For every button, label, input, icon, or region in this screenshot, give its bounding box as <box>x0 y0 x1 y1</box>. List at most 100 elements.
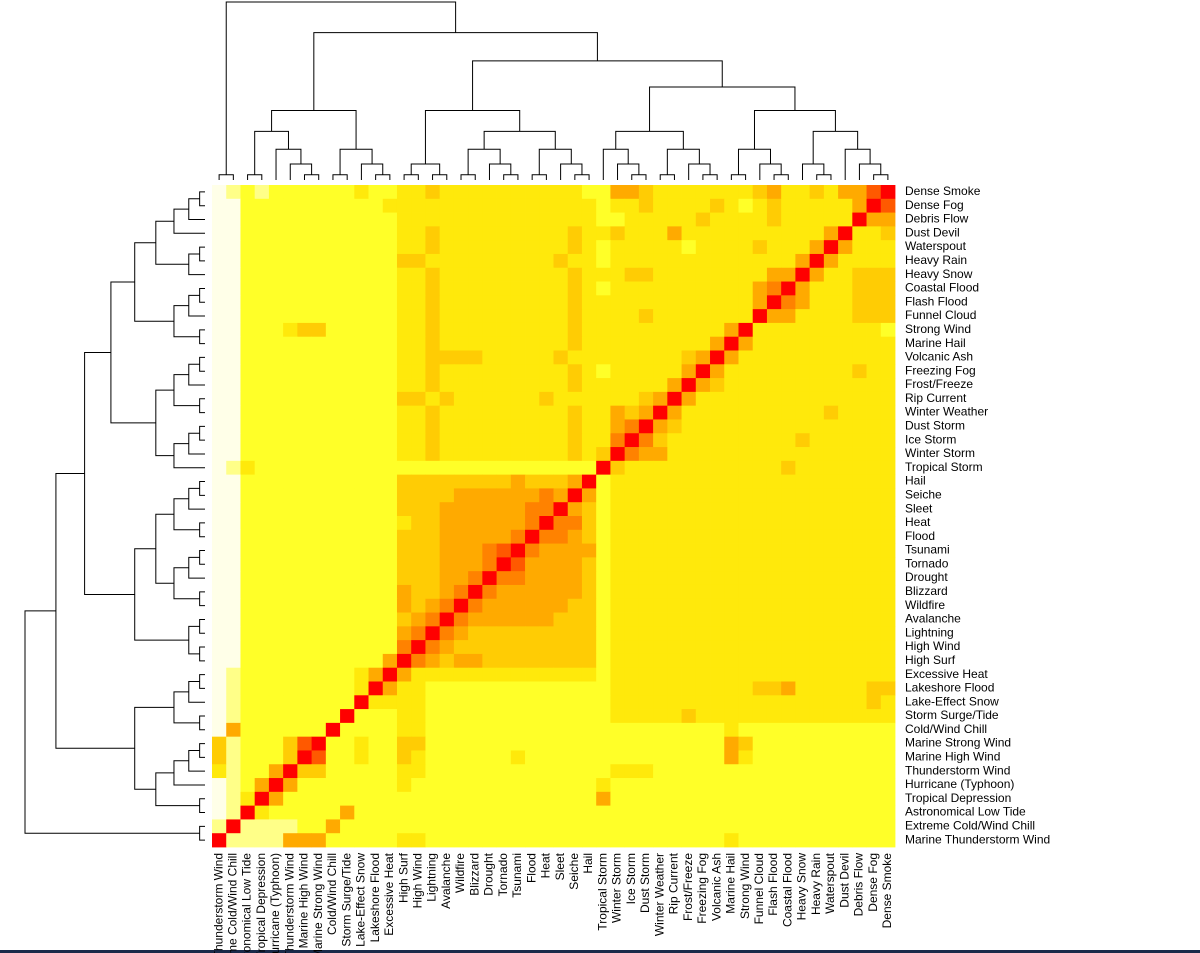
heat-cell <box>695 198 711 213</box>
heat-cell <box>795 474 811 489</box>
heat-cell <box>510 419 526 434</box>
heat-cell <box>809 529 825 544</box>
heat-cell <box>766 212 782 227</box>
heat-cell <box>311 516 327 531</box>
heat-cell <box>439 419 455 434</box>
heat-cell <box>610 557 626 572</box>
heat-cell <box>866 736 882 751</box>
heat-cell <box>539 350 554 365</box>
heat-cell <box>695 709 711 724</box>
heat-cell <box>439 391 455 407</box>
heat-cell <box>809 626 825 641</box>
heat-cell <box>368 198 384 213</box>
heat-cell <box>468 322 483 338</box>
heat-cell <box>838 185 853 200</box>
heat-cell <box>396 557 412 572</box>
heat-cell <box>638 571 654 586</box>
heat-cell <box>396 350 412 365</box>
heat-cell <box>710 336 725 351</box>
heat-cell <box>838 502 853 517</box>
heat-cell <box>852 778 867 793</box>
heat-cell <box>553 336 569 351</box>
heat-cell <box>653 185 668 200</box>
heat-cell <box>596 722 611 738</box>
heat-cell <box>823 571 839 586</box>
left-dendrogram-branch <box>84 351 135 595</box>
heat-cell <box>525 722 540 738</box>
heat-cell <box>781 364 796 379</box>
heat-cell <box>340 543 355 558</box>
heat-cell <box>809 640 825 655</box>
heat-cell <box>425 791 441 807</box>
heat-cell <box>681 750 697 765</box>
heat-cell <box>368 612 384 627</box>
heat-cell <box>311 309 327 324</box>
heat-cell <box>567 653 583 669</box>
heat-cell <box>482 226 497 241</box>
heat-cell <box>411 750 426 765</box>
heat-cell <box>468 391 483 407</box>
column-label: Strong Wind <box>738 853 752 919</box>
heat-cell <box>396 695 412 710</box>
heat-cell <box>411 447 426 462</box>
row-label: Heavy Snow <box>905 267 973 281</box>
heat-cell <box>254 667 270 682</box>
column-label: Tornado <box>496 853 510 897</box>
heat-cell <box>638 805 654 820</box>
heat-cell <box>425 612 441 627</box>
heat-cell <box>553 474 569 489</box>
heat-cell <box>838 612 853 627</box>
heat-cell <box>396 391 412 407</box>
heat-cell <box>596 805 611 820</box>
heat-cell <box>823 640 839 655</box>
heat-cell <box>396 474 412 489</box>
heat-cell <box>681 695 697 710</box>
heat-cell <box>354 281 369 296</box>
row-label: Cold/Wind Chill <box>905 722 987 736</box>
heat-cell <box>766 267 782 282</box>
heat-cell <box>325 212 341 227</box>
heat-cell <box>738 709 754 724</box>
column-label: Winter Storm <box>610 853 624 923</box>
heat-cell <box>510 198 526 213</box>
heat-cell <box>610 364 626 379</box>
heat-cell <box>254 543 270 558</box>
heat-cell <box>411 322 426 338</box>
heat-cell <box>681 474 697 489</box>
heat-cell <box>254 529 270 544</box>
heat-cell <box>453 460 469 476</box>
heat-cell <box>695 378 711 393</box>
heat-cell <box>340 309 355 324</box>
heat-cell <box>738 571 754 586</box>
heat-cell <box>382 626 398 641</box>
heat-cell <box>396 460 412 476</box>
heat-cell <box>382 253 398 269</box>
heat-cell <box>752 226 768 241</box>
heat-cell <box>510 626 526 641</box>
heat-cell <box>525 391 540 407</box>
heat-cell <box>297 571 313 586</box>
heat-cell <box>496 350 512 365</box>
heat-cell <box>567 185 583 200</box>
heat-cell <box>880 212 896 227</box>
heat-cell <box>738 584 754 600</box>
heat-cell <box>283 474 298 489</box>
heat-cell <box>325 474 341 489</box>
heat-cell <box>752 474 768 489</box>
heat-cell <box>340 571 355 586</box>
heat-cell <box>311 295 327 310</box>
heat-cell <box>453 474 469 489</box>
heat-cell <box>411 474 426 489</box>
heat-cell <box>482 253 497 269</box>
heat-cell <box>553 364 569 379</box>
heat-cell <box>226 584 241 600</box>
heat-cell <box>283 598 298 613</box>
heat-cell <box>453 584 469 600</box>
heat-cell <box>396 502 412 517</box>
left-dendrogram-branch <box>155 772 200 807</box>
heat-cell <box>710 653 725 669</box>
heat-cell <box>781 226 796 241</box>
heat-cell <box>667 322 682 338</box>
heat-cell <box>738 653 754 669</box>
heat-cell <box>710 267 725 282</box>
